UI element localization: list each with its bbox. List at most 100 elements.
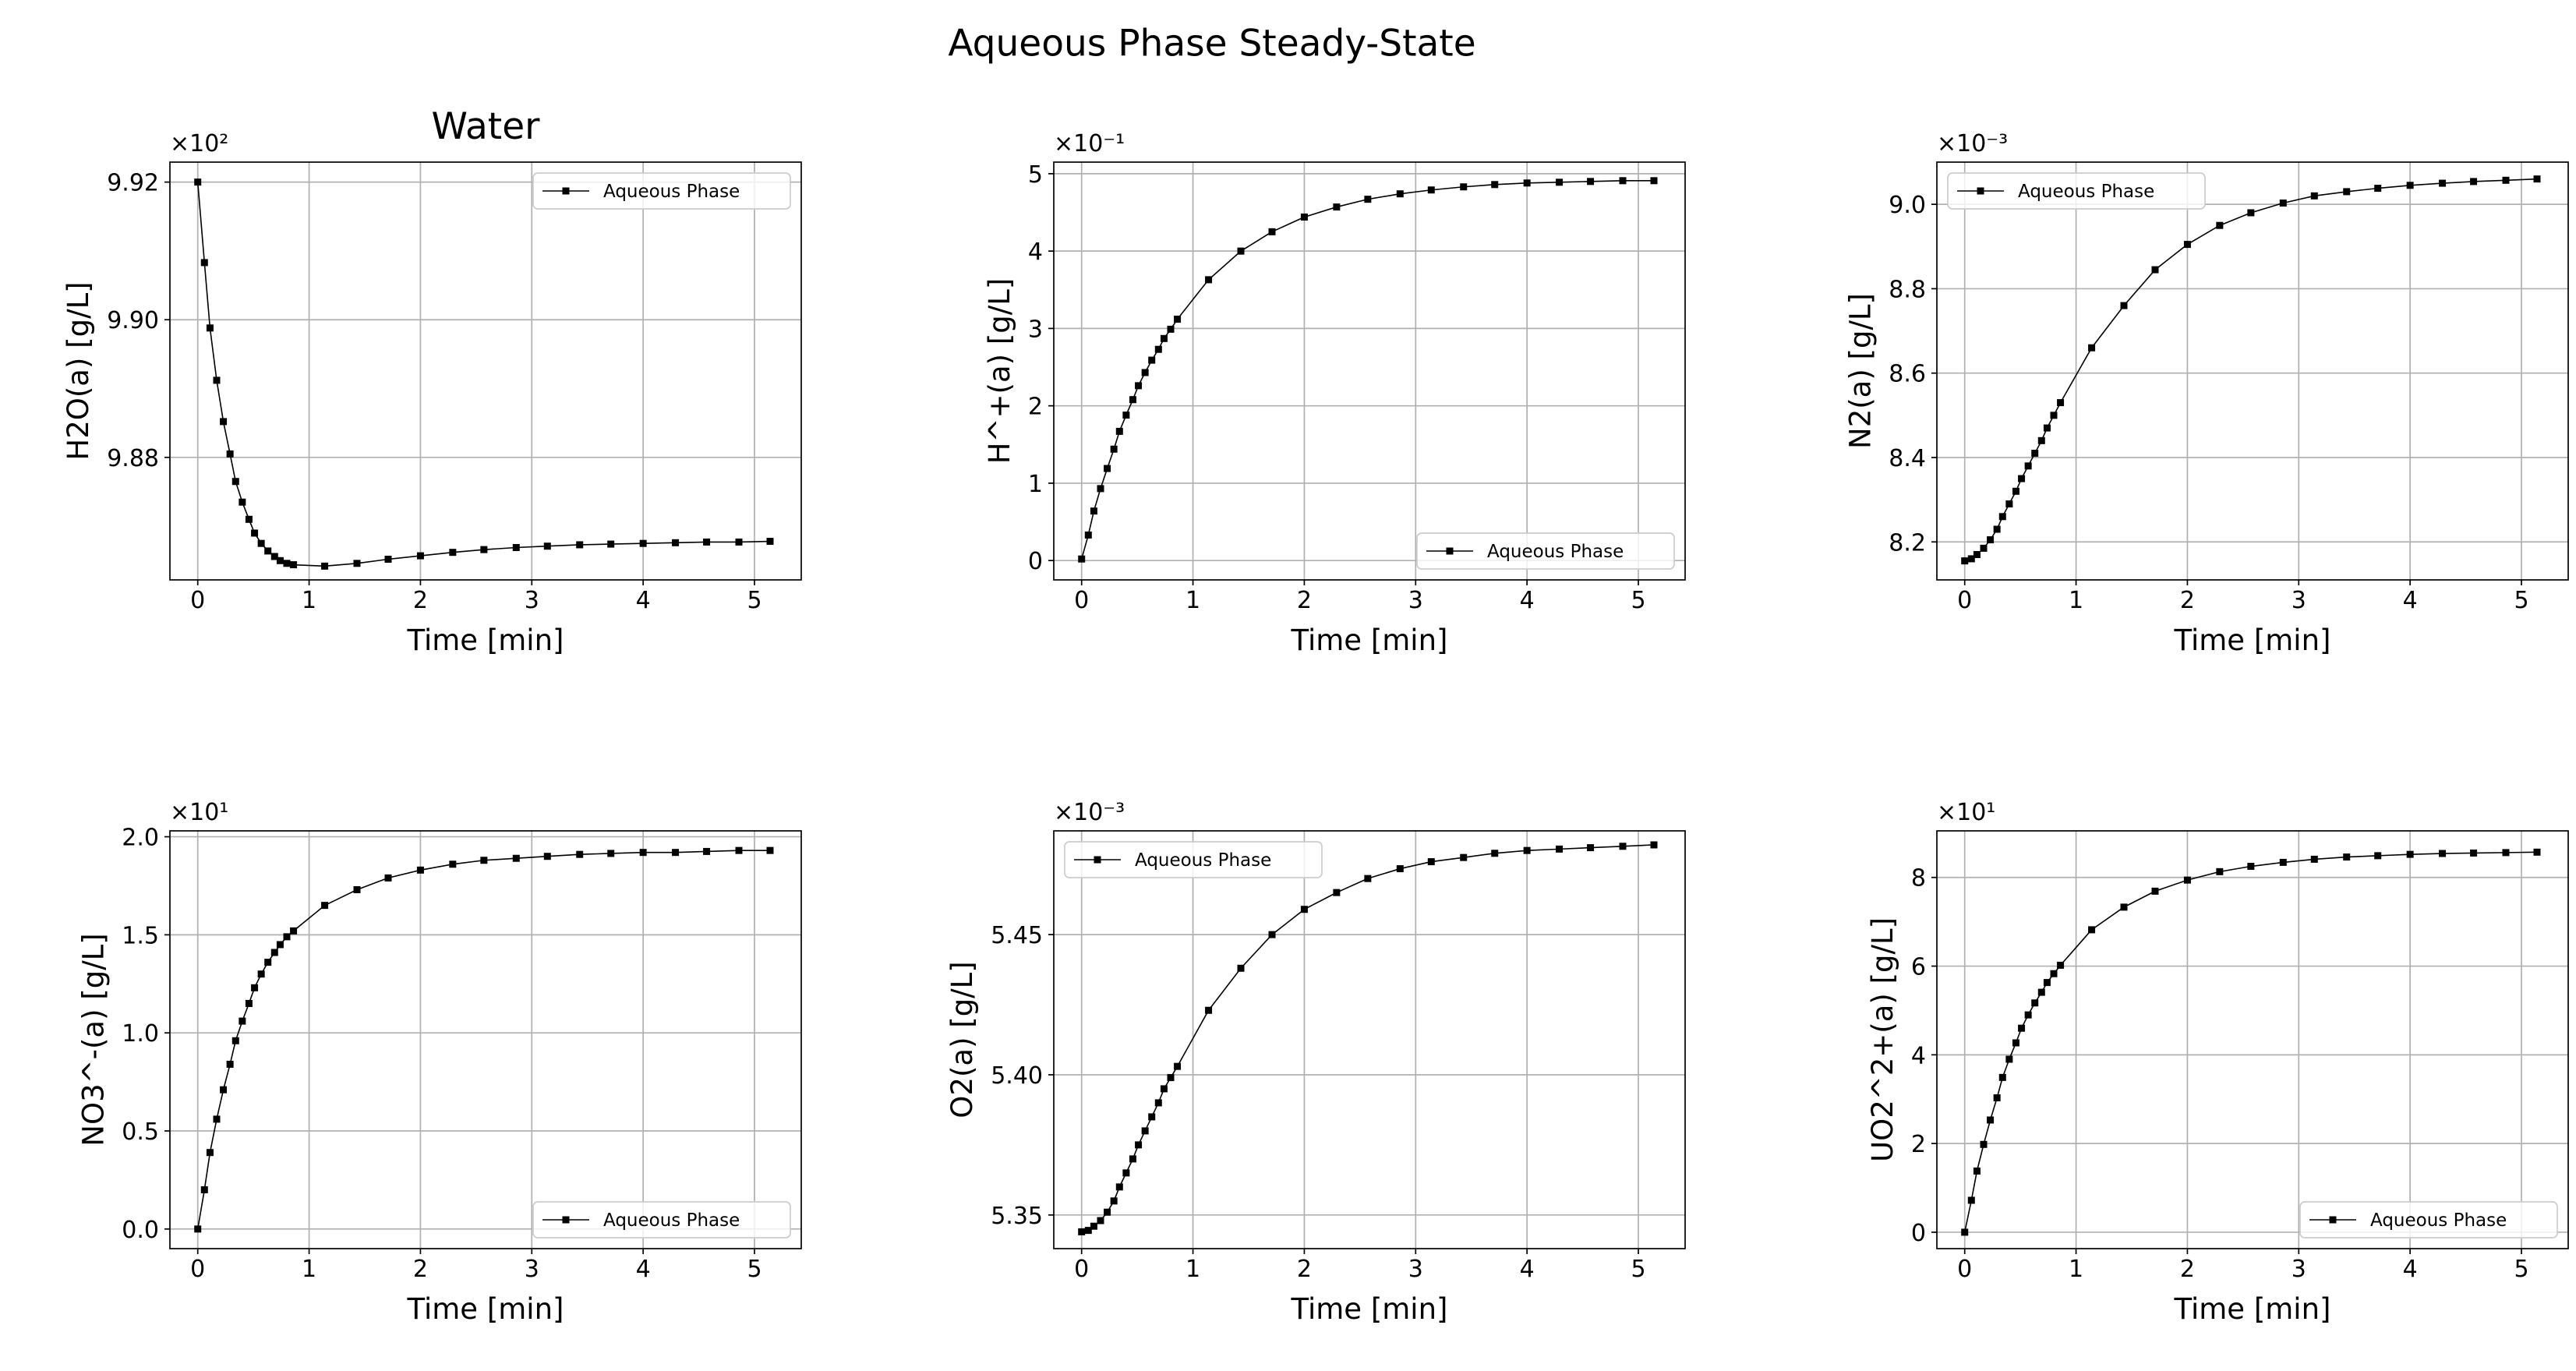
x-tick-label: 4	[636, 587, 651, 614]
subplot: 0 1 2 3 4 5 0 2 4 6 8 Time [min] UO2^2+(a) [g/L] ×10¹…	[1866, 799, 2569, 1326]
axes-frame	[1936, 161, 2569, 581]
data-point	[251, 529, 259, 537]
data-point	[2183, 876, 2191, 884]
x-tick-label: 2	[1297, 587, 1312, 614]
data-point	[270, 553, 278, 560]
data-point	[672, 539, 680, 546]
legend-label: Aqueous Phase	[2370, 1210, 2507, 1231]
data-point	[1154, 1099, 1162, 1107]
data-point	[1110, 445, 1118, 453]
data-point	[251, 984, 259, 991]
data-point	[607, 850, 615, 857]
data-point	[1115, 1183, 1123, 1191]
data-point	[2120, 302, 2128, 309]
data-point	[264, 959, 272, 966]
data-point	[239, 498, 246, 506]
data-point	[264, 547, 272, 555]
data-point	[353, 885, 361, 893]
x-axis-label: Time [min]	[1291, 624, 1448, 657]
data-point	[2470, 849, 2478, 857]
axes-frame	[1053, 161, 1686, 581]
x-tick-label: 5	[747, 587, 761, 614]
data-point	[353, 560, 361, 567]
data-point	[1998, 1073, 2006, 1081]
y-tick-label: 5	[1028, 161, 1043, 189]
data-point	[206, 1149, 214, 1157]
data-point	[283, 560, 291, 567]
data-point	[449, 549, 457, 557]
data-point	[231, 478, 239, 486]
y-tick-label: 1.0	[122, 1020, 159, 1048]
data-point	[1104, 1208, 1111, 1216]
data-point	[1205, 276, 1213, 284]
data-point	[1129, 396, 1136, 404]
y-tick-label: 8.2	[1889, 529, 1926, 557]
data-point	[2439, 179, 2447, 187]
data-point	[194, 1225, 202, 1233]
x-tick-label: 0	[1074, 587, 1089, 614]
data-point	[416, 866, 424, 874]
data-point	[321, 902, 329, 910]
x-tick-label: 0	[1957, 587, 1972, 614]
data-point	[449, 860, 457, 868]
figure-title: Aqueous Phase Steady-State	[948, 23, 1475, 65]
x-tick-label: 4	[1520, 1256, 1535, 1283]
data-point	[2018, 475, 2026, 482]
data-point	[1523, 846, 1531, 854]
data-point	[1961, 557, 1969, 565]
x-axis-label: Time [min]	[2174, 1292, 2331, 1326]
data-point	[2406, 182, 2414, 189]
data-point	[2057, 399, 2065, 407]
legend-marker	[1977, 187, 1984, 195]
data-point	[220, 418, 228, 426]
data-point	[1396, 190, 1404, 198]
data-point	[1987, 1116, 1995, 1124]
legend-box	[532, 1201, 791, 1238]
y-tick-label: 5.45	[991, 922, 1043, 949]
data-point	[1097, 485, 1104, 493]
data-point	[1967, 555, 1975, 563]
axis-offset-text: ×10²	[170, 130, 228, 157]
y-tick-label: 0.5	[122, 1118, 159, 1146]
data-point	[1300, 906, 1308, 913]
data-point	[766, 846, 774, 854]
data-point	[2012, 487, 2019, 495]
y-tick-label: 8.4	[1889, 445, 1926, 472]
x-tick-label: 3	[1408, 587, 1423, 614]
data-point	[2343, 188, 2351, 196]
data-point	[2024, 462, 2032, 470]
data-point	[270, 949, 278, 956]
data-point	[1650, 841, 1658, 849]
y-axis-label: O2(a) [g/L]	[945, 961, 979, 1118]
data-point	[2037, 436, 2045, 444]
data-point	[321, 562, 329, 570]
legend-box	[532, 172, 791, 210]
data-point	[1556, 845, 1564, 853]
data-point	[2057, 961, 2065, 969]
data-point	[2502, 176, 2510, 184]
data-point	[639, 849, 647, 857]
y-tick-label: 8	[1911, 865, 1926, 892]
data-point	[1587, 178, 1595, 186]
x-tick-label: 0	[190, 587, 205, 614]
subplot: 0 1 2 3 4 5 0.0 0.5 1.0 1.5 2.0 Time [min] NO3^-(a) …	[76, 799, 802, 1326]
data-point	[639, 539, 647, 547]
data-point	[766, 538, 774, 546]
x-axis-label: Time [min]	[407, 624, 564, 657]
data-point	[2439, 850, 2447, 857]
data-point	[1396, 865, 1404, 873]
data-point	[416, 552, 424, 560]
axis-offset-text: ×10⁻¹	[1054, 130, 1125, 157]
data-point	[1135, 1141, 1143, 1149]
data-point	[1205, 1006, 1213, 1014]
data-point	[1333, 889, 1341, 896]
legend-box	[1416, 532, 1675, 570]
data-point	[607, 540, 615, 548]
x-tick-label: 4	[2403, 587, 2418, 614]
x-tick-label: 5	[1631, 587, 1645, 614]
x-tick-label: 2	[2180, 1256, 2195, 1283]
data-point	[2005, 500, 2013, 508]
legend-label: Aqueous Phase	[1487, 542, 1624, 562]
